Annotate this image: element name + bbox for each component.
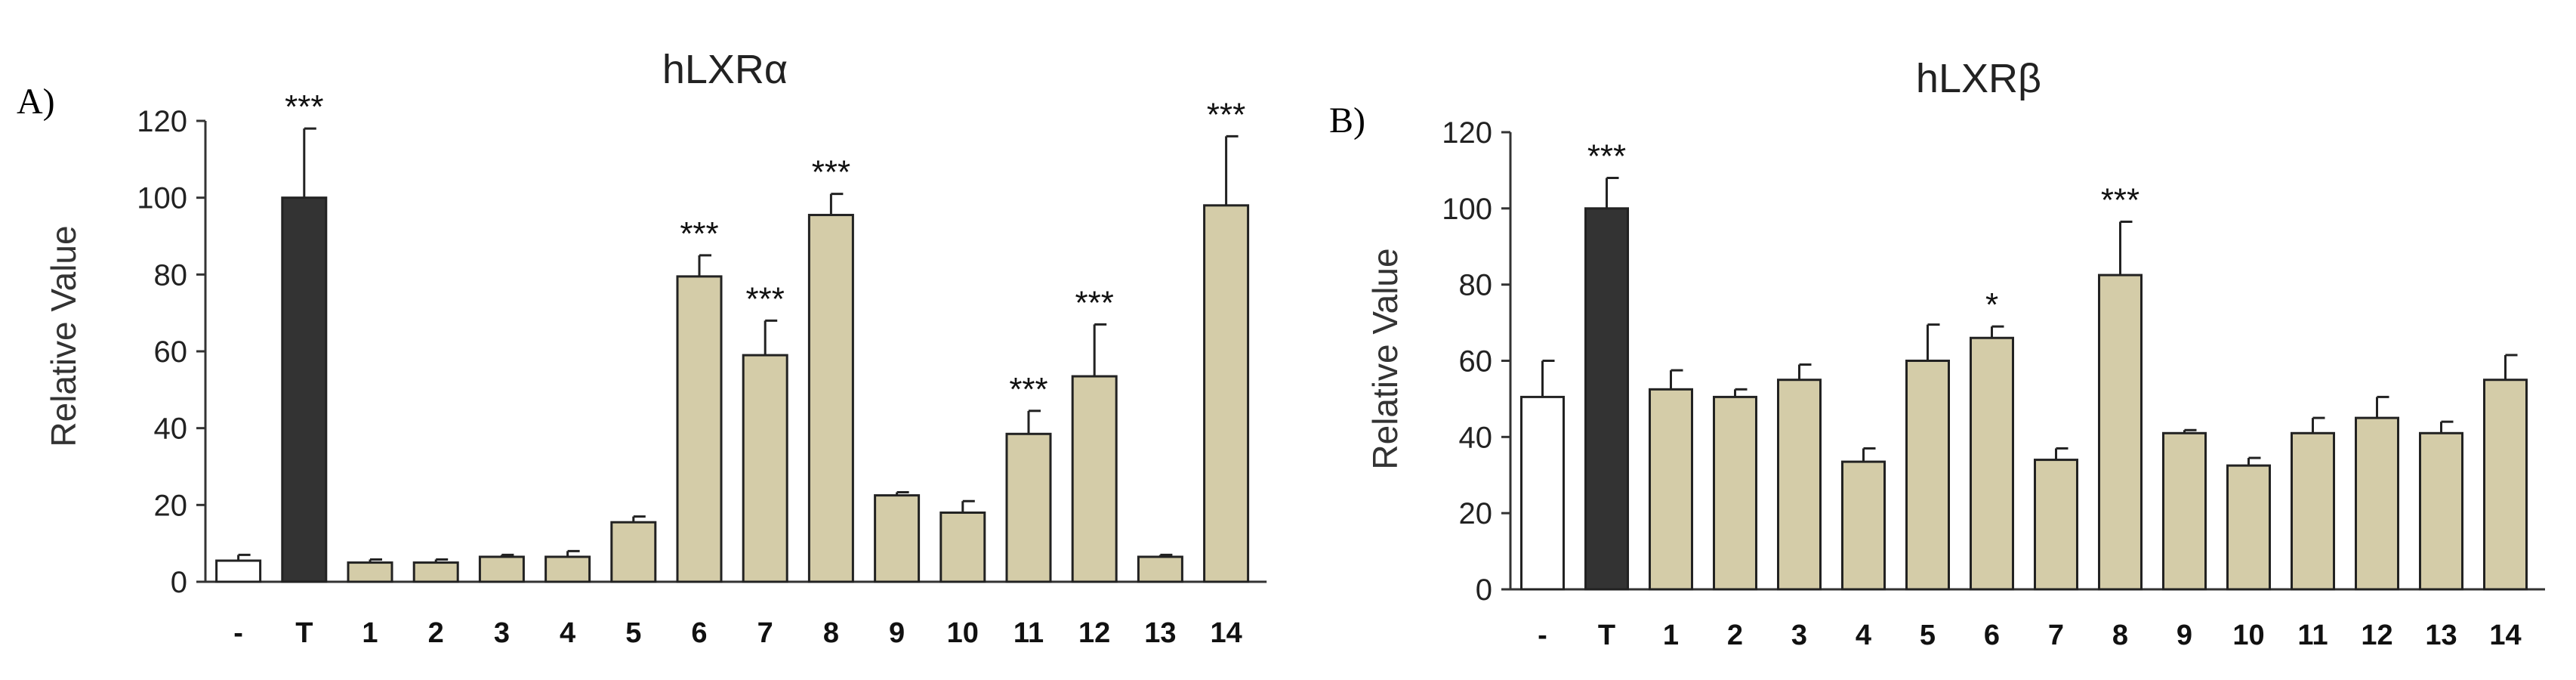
bar bbox=[1005, 432, 1052, 583]
bar bbox=[1203, 204, 1250, 583]
bar bbox=[2483, 379, 2528, 591]
x-tick-label: 4 bbox=[560, 617, 575, 649]
bar bbox=[2419, 431, 2463, 591]
x-tick-label: 8 bbox=[823, 617, 839, 649]
bar bbox=[807, 214, 854, 583]
bar bbox=[2098, 274, 2143, 591]
significance-label: *** bbox=[1009, 371, 1047, 408]
bar bbox=[610, 521, 657, 583]
y-axis-label: Relative Value bbox=[44, 225, 83, 447]
bar bbox=[1713, 395, 1757, 591]
bar bbox=[412, 561, 459, 583]
y-tick-label: 120 bbox=[137, 105, 187, 138]
y-tick-label: 40 bbox=[154, 413, 188, 446]
chart-title: hLXRα bbox=[662, 47, 788, 92]
y-tick-label: 60 bbox=[1459, 345, 1493, 379]
y-tick-label: 20 bbox=[154, 489, 188, 522]
y-tick-label: 20 bbox=[1459, 497, 1493, 530]
bar bbox=[2162, 431, 2207, 591]
bar bbox=[478, 555, 525, 583]
bar bbox=[1137, 555, 1183, 583]
x-tick-label: 13 bbox=[1144, 617, 1176, 649]
chart-panel-a: A) hLXRα Relative Value 0 20 40 60 80 100 120 - T **… bbox=[17, 47, 1267, 649]
bar bbox=[1649, 388, 1693, 591]
bar bbox=[874, 494, 921, 583]
bar bbox=[215, 559, 262, 583]
significance-label: *** bbox=[1075, 284, 1114, 321]
x-tick-label: 5 bbox=[1920, 620, 1936, 651]
x-tick-label: 4 bbox=[1856, 620, 1871, 651]
bar bbox=[1071, 375, 1118, 583]
significance-label: *** bbox=[1587, 138, 1626, 175]
significance-label: *** bbox=[812, 154, 850, 191]
bar bbox=[281, 196, 328, 583]
x-tick-label: 12 bbox=[2361, 620, 2392, 651]
x-tick-label: 1 bbox=[362, 617, 378, 649]
bar bbox=[1584, 207, 1629, 591]
bar bbox=[939, 512, 986, 583]
x-tick-label: 11 bbox=[2297, 620, 2328, 651]
y-axis-label: Relative Value bbox=[1365, 248, 1405, 469]
bar bbox=[676, 275, 723, 583]
bar bbox=[2226, 464, 2271, 591]
x-tick-label: T bbox=[1598, 620, 1615, 651]
x-tick-label: 9 bbox=[2176, 620, 2192, 651]
bar bbox=[1777, 379, 1822, 591]
x-tick-label: 14 bbox=[2489, 620, 2521, 651]
x-tick-label: 10 bbox=[947, 617, 979, 649]
y-tick-label: 0 bbox=[1476, 573, 1492, 607]
x-tick-label: 5 bbox=[625, 617, 641, 649]
bar bbox=[2291, 431, 2335, 591]
x-tick-label: T bbox=[295, 617, 313, 649]
x-tick-label: - bbox=[233, 617, 243, 649]
x-tick-label: 3 bbox=[1791, 620, 1807, 651]
x-tick-label: 7 bbox=[2048, 620, 2064, 651]
bar bbox=[742, 354, 788, 583]
x-tick-label: 7 bbox=[757, 617, 773, 649]
y-tick-label: 100 bbox=[137, 182, 187, 215]
significance-label: *** bbox=[746, 280, 785, 317]
bar bbox=[1970, 336, 2014, 591]
x-tick-label: 11 bbox=[1013, 617, 1044, 649]
y-tick-label: 60 bbox=[154, 335, 188, 369]
bar bbox=[347, 561, 393, 583]
x-tick-label: 2 bbox=[1727, 620, 1743, 651]
y-tick-label: 100 bbox=[1442, 193, 1492, 226]
x-tick-label: 1 bbox=[1663, 620, 1679, 651]
chart-title: hLXRβ bbox=[1916, 56, 2041, 101]
y-tick-label: 80 bbox=[1459, 269, 1493, 302]
x-tick-label: - bbox=[1538, 620, 1547, 651]
x-tick-label: 2 bbox=[428, 617, 444, 649]
bar bbox=[2034, 459, 2078, 591]
x-tick-label: 3 bbox=[494, 617, 510, 649]
x-tick-label: 14 bbox=[1210, 617, 1242, 649]
x-tick-label: 8 bbox=[2112, 620, 2128, 651]
bar bbox=[1520, 395, 1565, 591]
significance-label: * bbox=[1985, 286, 1998, 323]
x-tick-label: 9 bbox=[889, 617, 905, 649]
x-tick-label: 10 bbox=[2232, 620, 2264, 651]
bar bbox=[545, 555, 591, 583]
significance-label: *** bbox=[2101, 181, 2139, 218]
significance-label: *** bbox=[1207, 96, 1245, 133]
bar bbox=[2355, 416, 2399, 591]
bar bbox=[1841, 460, 1886, 591]
panel-label: B) bbox=[1329, 100, 1365, 141]
x-tick-label: 12 bbox=[1078, 617, 1110, 649]
y-tick-label: 120 bbox=[1442, 116, 1492, 150]
y-tick-label: 40 bbox=[1459, 421, 1493, 454]
x-tick-label: 6 bbox=[1984, 620, 2000, 651]
y-tick-label: 80 bbox=[154, 258, 188, 292]
significance-label: *** bbox=[680, 215, 718, 252]
x-tick-label: 13 bbox=[2425, 620, 2457, 651]
bar bbox=[1905, 360, 1950, 591]
x-tick-label: 6 bbox=[691, 617, 707, 649]
y-tick-label: 0 bbox=[171, 566, 187, 599]
panel-label: A) bbox=[17, 82, 55, 122]
significance-label: *** bbox=[285, 88, 323, 125]
